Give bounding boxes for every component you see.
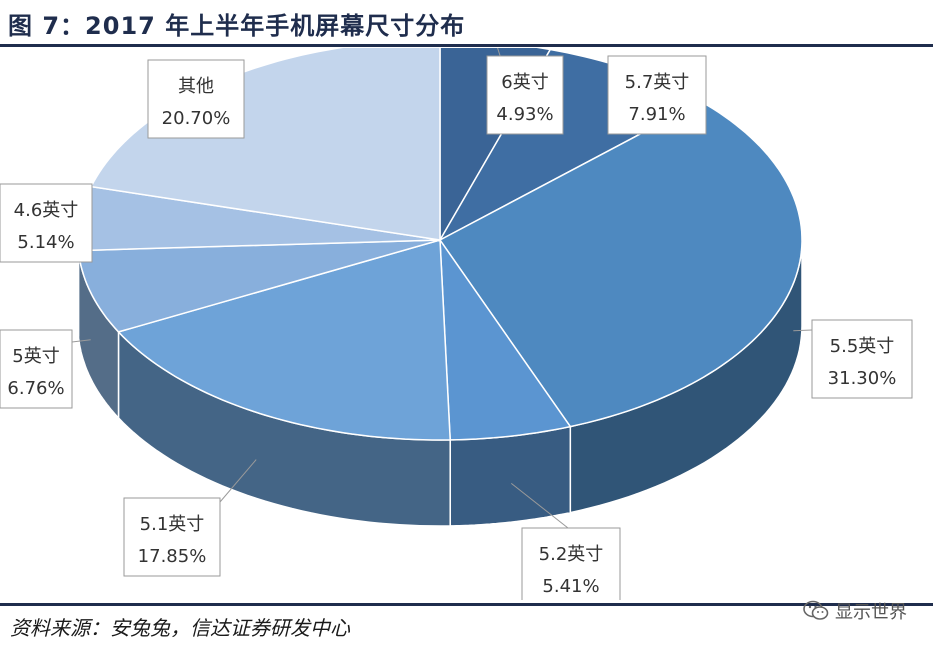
slice-label-value-0: 4.93% [496,104,553,125]
slice-label-6: 4.6英寸 5.14% [0,183,93,263]
slice-label-name-6: 4.6英寸 [14,200,79,221]
slice-label-7: 其他 20.70% [147,59,245,139]
pie-slice-2 [438,100,803,428]
slice-label-name-2: 5.5英寸 [830,336,895,357]
watermark: 显示世界 [803,598,907,624]
pie-slice-4 [117,239,451,441]
slice-label-1: 5.7英寸 7.91% [607,55,707,135]
leader-line-5 [71,339,91,343]
slice-label-name-7: 其他 [178,76,214,97]
leader-line-2 [793,329,813,332]
pie-side-walls [77,239,803,527]
slice-label-value-3: 5.41% [542,576,599,597]
source-note: 资料来源：安兔兔，信达证券研发中心 [10,616,350,640]
pie-labels: 6英寸4.93%5.7英寸7.91%5.5英寸31.30%5.2英寸5.41%5… [0,48,913,600]
slice-label-value-5: 6.76% [7,378,64,399]
slice-label-4: 5.1英寸 17.85% [123,497,221,577]
slice-label-name-3: 5.2英寸 [539,544,604,565]
slice-label-name-4: 5.1英寸 [140,514,205,535]
slice-label-value-1: 7.91% [628,104,685,125]
watermark-text: 显示世界 [835,602,907,623]
slice-label-value-6: 5.14% [17,232,74,253]
pie-side-3 [449,425,572,527]
slice-label-0: 6英寸 4.93% [486,55,564,135]
slice-label-name-1: 5.7英寸 [625,72,690,93]
pie-chart: 6英寸4.93%5.7英寸7.91%5.5英寸31.30%5.2英寸5.41%5… [0,48,913,600]
slice-label-value-4: 17.85% [138,546,207,567]
slice-label-3: 5.2英寸 5.41% [521,527,621,600]
slice-label-name-5: 5英寸 [12,346,59,367]
source-rule [0,603,933,606]
slice-label-2: 5.5英寸 31.30% [811,319,913,399]
wechat-icon [803,600,829,622]
slice-label-value-2: 31.30% [828,368,897,389]
slice-label-value-7: 20.70% [162,108,231,129]
leader-line-3 [510,483,569,529]
leader-line-4 [219,459,257,503]
pie-slice-3 [439,237,572,441]
figure-title: 图 7：2017 年上半年手机屏幕尺寸分布 [8,12,466,40]
title-rule [0,44,933,47]
slice-label-name-0: 6英寸 [501,72,548,93]
slice-label-5: 5英寸 6.76% [0,329,73,409]
